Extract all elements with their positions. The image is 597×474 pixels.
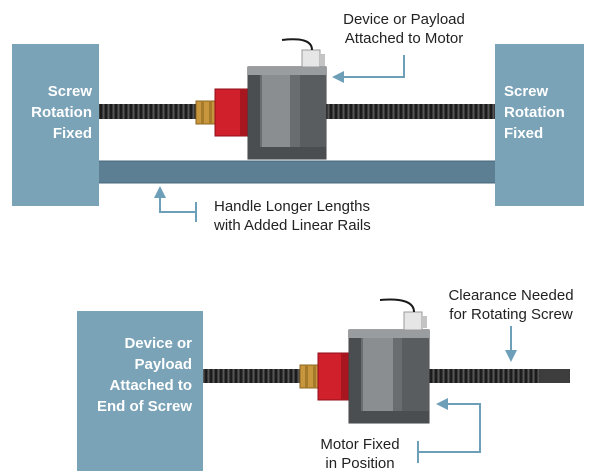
clearance-arrowhead	[505, 350, 517, 362]
right-block-line-2: Rotation	[504, 104, 565, 121]
top-stepper-motor	[247, 38, 327, 160]
left-fixed-block	[12, 44, 99, 206]
bottom-red-shade	[341, 353, 351, 400]
payload-block-line-1: Device or	[124, 335, 192, 352]
top-brass-ridge-2	[209, 101, 212, 124]
payload-arrow-line	[342, 55, 405, 78]
left-block-line-1: Screw	[48, 83, 93, 100]
screw-tip	[540, 369, 570, 383]
payload-block-line-4: End of Screw	[97, 398, 192, 415]
motor-arrow-line	[417, 403, 481, 463]
clearance-callout-line-1: Clearance Needed	[448, 287, 573, 304]
left-block-line-2: Rotation	[31, 104, 92, 121]
rail-callout-line-2: with Added Linear Rails	[213, 217, 371, 234]
top-brass-ridge	[201, 101, 204, 124]
rail-callout-line-1: Handle Longer Lengths	[214, 198, 370, 215]
bottom-motor-cable	[379, 298, 415, 313]
left-block-line-3: Fixed	[53, 125, 92, 142]
top-red-shade	[240, 89, 250, 136]
payload-block-line-3: Attached to	[110, 377, 193, 394]
top-motor-connector	[301, 49, 321, 68]
right-block-line-3: Fixed	[504, 125, 543, 142]
motor-callout-line-2: in Position	[325, 455, 394, 472]
payload-arrowhead	[332, 71, 344, 83]
top-brass-nut	[195, 100, 217, 125]
bottom-stepper-motor	[348, 298, 430, 424]
clearance-callout-line-2: for Rotating Screw	[449, 306, 573, 323]
linear-rail	[97, 160, 497, 184]
rail-arrowhead	[154, 186, 166, 198]
bottom-brass-ridge	[305, 365, 308, 388]
payload-block-line-2: Payload	[134, 356, 192, 373]
top-motor-cable	[281, 38, 313, 51]
payload-block	[77, 311, 203, 471]
rail-arrow-line	[159, 196, 197, 222]
right-fixed-block	[495, 44, 584, 206]
bottom-motor-connector	[403, 311, 423, 331]
bottom-brass-nut	[299, 364, 321, 389]
payload-callout-line-2: Attached to Motor	[345, 30, 463, 47]
bottom-brass-ridge-2	[313, 365, 316, 388]
top-assembly: Screw Rotation Fixed Screw Rotation Fixe…	[12, 11, 584, 234]
payload-callout-line-1: Device or Payload	[343, 11, 465, 28]
motor-callout-line-1: Motor Fixed	[320, 436, 399, 453]
motor-arrowhead	[436, 398, 448, 410]
right-block-line-1: Screw	[504, 83, 549, 100]
bottom-assembly: Device or Payload Attached to End of Scr…	[77, 287, 574, 472]
